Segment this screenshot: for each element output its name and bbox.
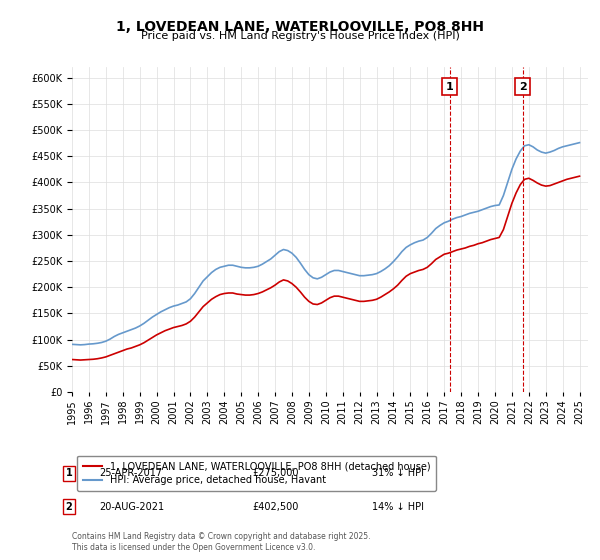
- Text: 25-APR-2017: 25-APR-2017: [99, 468, 162, 478]
- Text: 14% ↓ HPI: 14% ↓ HPI: [372, 502, 424, 512]
- Text: 1: 1: [446, 82, 454, 92]
- Text: Contains HM Land Registry data © Crown copyright and database right 2025.
This d: Contains HM Land Registry data © Crown c…: [72, 532, 371, 552]
- Text: £275,000: £275,000: [252, 468, 299, 478]
- Text: Price paid vs. HM Land Registry's House Price Index (HPI): Price paid vs. HM Land Registry's House …: [140, 31, 460, 41]
- Legend: 1, LOVEDEAN LANE, WATERLOOVILLE, PO8 8HH (detached house), HPI: Average price, d: 1, LOVEDEAN LANE, WATERLOOVILLE, PO8 8HH…: [77, 455, 436, 491]
- Text: £402,500: £402,500: [252, 502, 298, 512]
- Text: 31% ↓ HPI: 31% ↓ HPI: [372, 468, 424, 478]
- Text: 2: 2: [519, 82, 527, 92]
- Text: 2: 2: [65, 502, 73, 512]
- Text: 20-AUG-2021: 20-AUG-2021: [99, 502, 164, 512]
- Text: 1, LOVEDEAN LANE, WATERLOOVILLE, PO8 8HH: 1, LOVEDEAN LANE, WATERLOOVILLE, PO8 8HH: [116, 20, 484, 34]
- Text: 1: 1: [65, 468, 73, 478]
